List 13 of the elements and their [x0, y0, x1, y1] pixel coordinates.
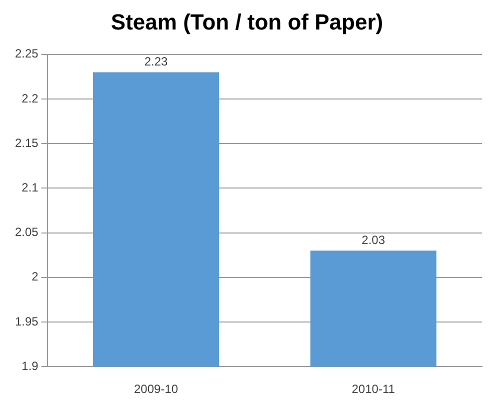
y-tick-label: 2.05 — [14, 225, 39, 240]
y-tick-label: 2.1 — [22, 180, 39, 195]
y-tick-label: 1.9 — [22, 358, 39, 373]
data-label: 2.03 — [362, 232, 386, 247]
y-tick-label: 2.25 — [14, 46, 39, 61]
chart-title: Steam (Ton / ton of Paper) — [110, 9, 384, 34]
x-tick-label: 2010-11 — [352, 382, 396, 396]
y-tick-label: 1.95 — [14, 314, 39, 328]
y-tick-label: 2.15 — [14, 136, 39, 150]
y-tick-label: 2.2 — [22, 91, 39, 106]
x-tick-label: 2009-10 — [134, 382, 178, 396]
data-label: 2.23 — [144, 54, 168, 69]
y-tick-label: 2 — [32, 270, 39, 284]
